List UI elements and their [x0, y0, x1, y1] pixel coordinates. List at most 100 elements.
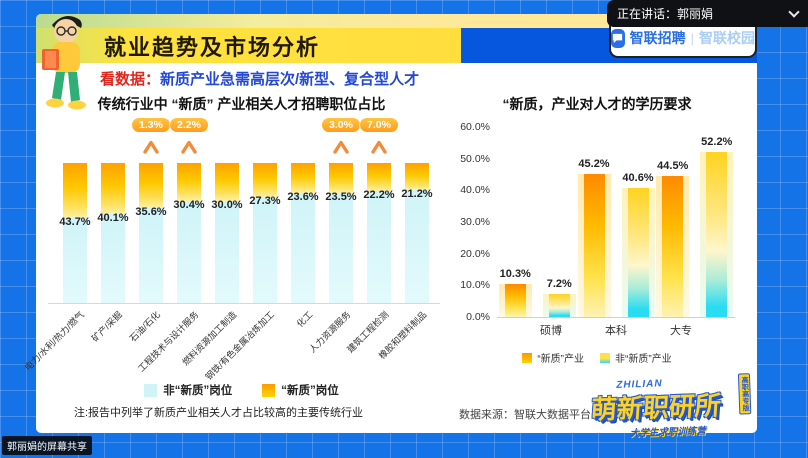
- legend-swatch-non-new: [600, 352, 610, 363]
- bar-group: 27.3% 钢铁/有色金属冶炼加工: [204, 118, 284, 382]
- stacked-bar: [101, 163, 125, 303]
- slide-top-strip: [36, 14, 757, 28]
- arrow-up-icon: [370, 139, 388, 154]
- right-chart: 0.0% 10.0% 20.0% 30.0% 40.0% 50.0% 60.0% 10.3% 7…: [460, 121, 735, 338]
- bar-value-label: 10.3%: [499, 268, 531, 281]
- bar-group: 23.6% 化工: [284, 118, 322, 329]
- bar-value-label: 44.5%: [657, 160, 689, 173]
- y-axis-tick: 60.0%: [460, 121, 490, 133]
- bar-value-label: 23.5%: [325, 190, 357, 203]
- category-label: 硕博: [540, 325, 562, 337]
- bar-segment-non-new-quality: [139, 207, 163, 303]
- arrow-up-icon: [142, 139, 160, 154]
- bar-value-label: 40.1%: [97, 211, 129, 224]
- bar-value-label: 43.7%: [59, 216, 91, 229]
- bar-new-quality: [583, 173, 605, 317]
- category-label: 化工: [294, 309, 315, 330]
- bar-group: 21.2% 橡胶和塑料制品: [377, 118, 436, 361]
- bar-halo: 52.2%: [700, 136, 734, 317]
- y-axis-tick: 0.0%: [466, 311, 490, 323]
- arrow-up-icon: [332, 139, 350, 154]
- bar-group: 43.7% 电力/水利/热力/燃气: [23, 118, 94, 373]
- key-insight-text: 新质产业急需高层次/新型、复合型人才: [160, 71, 420, 88]
- legend-item: 非“新质”产业: [600, 350, 672, 365]
- bar-value-label: 21.2%: [401, 187, 433, 200]
- bar-segment-non-new-quality: [215, 200, 239, 303]
- bar-segment-non-new-quality: [405, 189, 429, 303]
- bar-value-label: 30.0%: [211, 198, 243, 211]
- bar-segment-new-quality: [253, 163, 277, 198]
- bar-segment-new-quality: [101, 163, 125, 214]
- legend-label: “新质”产业: [537, 354, 584, 365]
- left-chart: 43.7% 电力/水利/热力/燃气 40.1% 矿产/采掘 1.3% 35.6% 石油/石化…: [23, 118, 440, 382]
- bar-value-label: 22.2%: [363, 188, 395, 201]
- legend-item: “新质”岗位: [262, 382, 339, 398]
- right-chart-title: “新质，产业对人才的学历要求: [502, 96, 692, 112]
- program-logo-title: 萌新职研所: [589, 390, 722, 425]
- left-chart-legend: 非“新质”岗位 “新质”岗位: [48, 382, 435, 398]
- program-logo-edition: 高职高专版: [737, 373, 752, 415]
- bar-halo: 44.5%: [656, 160, 690, 317]
- bar-halo: 10.3%: [498, 268, 532, 317]
- stacked-bar: [253, 163, 277, 303]
- slide-content: 看数据：新质产业急需高层次/新型、复合型人才 传统行业中 “新质” 产业相关人才…: [23, 63, 757, 439]
- right-chart-legend: “新质”产业 非“新质”产业: [445, 350, 749, 365]
- bar-value-label: 52.2%: [701, 135, 733, 148]
- bar-non-new-quality: [548, 294, 570, 317]
- stacked-bar: [329, 163, 353, 303]
- right-chart-panel: “新质，产业对人才的学历要求 0.0% 10.0% 20.0% 30.0% 40.0% 5…: [435, 90, 752, 439]
- y-axis-tick: 30.0%: [460, 216, 490, 228]
- bar-new-quality: [504, 284, 526, 317]
- bar-segment-non-new-quality: [291, 192, 315, 303]
- bar-non-new-quality: [706, 151, 728, 317]
- presentation-slide: 就业趋势及市场分析 智联招聘 | 智联校园 看数据：新质产业急需高层次: [23, 14, 757, 439]
- page-title: 就业趋势及市场分析: [104, 34, 321, 60]
- bar-value-label: 40.6%: [622, 172, 654, 185]
- category-label: 本科: [605, 325, 627, 337]
- stacked-bar: [177, 163, 201, 303]
- speech-bubble-icon: [611, 28, 625, 48]
- bar-groups: 10.3% 7.2% 45.2% 40.6% 44.5% 52.2%: [497, 128, 735, 317]
- program-logo-subtitle: 大学生求职训练营: [629, 425, 707, 440]
- bar-group: 44.5% 52.2%: [656, 136, 734, 317]
- y-axis-tick: 40.0%: [460, 184, 490, 197]
- annotation-bubble: 2.2%: [170, 118, 208, 132]
- y-axis-tick: 20.0%: [460, 247, 490, 260]
- bar-halo: 7.2%: [542, 278, 576, 317]
- legend-item: “新质”产业: [522, 350, 584, 365]
- speaking-indicator[interactable]: 正在讲话：郭丽娟: [607, 0, 808, 27]
- chevron-down-icon[interactable]: [788, 5, 800, 18]
- y-axis-tick: 50.0%: [460, 152, 490, 165]
- bar-value-label: 35.6%: [135, 205, 167, 218]
- legend-label: 非“新质”岗位: [163, 385, 233, 397]
- bar-segment-new-quality: [139, 163, 163, 208]
- footnote: 注:报告中列举了新质产业相关人才占比较高的主要传统行业: [74, 407, 364, 419]
- bar-group: 45.2% 40.6%: [577, 158, 655, 317]
- key-insight-prefix: 看数据：: [100, 71, 161, 88]
- annotation-bubble: 1.3%: [132, 118, 170, 132]
- legend-swatch-new: [522, 352, 533, 363]
- bar-segment-new-quality: [63, 163, 87, 219]
- left-chart-panel: 传统行业中 “新质” 产业相关人才招聘职位占比 43.7% 电力/水利/热力/燃气…: [23, 90, 440, 434]
- brand-divider: |: [690, 30, 694, 46]
- bar-group: 1.3% 35.6% 石油/石化: [128, 118, 170, 344]
- category-label: 大专: [670, 325, 692, 337]
- y-axis-tick: 10.0%: [460, 279, 490, 292]
- bar-segment-non-new-quality: [177, 201, 201, 303]
- annotation-bubble: 7.0%: [360, 118, 398, 132]
- bar-segment-new-quality: [215, 163, 239, 201]
- category-label: 钢铁/有色金属冶炼加工: [203, 309, 277, 382]
- bar-segment-non-new-quality: [253, 197, 277, 303]
- bar-group: 2.2% 30.4% 工程技术与设计服务: [136, 118, 208, 374]
- bar-value-label: 23.6%: [287, 190, 319, 203]
- bar-segment-new-quality: [177, 163, 201, 202]
- bar-value-label: 7.2%: [546, 278, 572, 291]
- slide-footer: 数据来源：智联大数据平台 ZHILIAN 萌新职研所 大学生求职训练营 高职高专…: [445, 373, 752, 439]
- bar-segment-new-quality: [405, 163, 429, 190]
- program-logo: ZHILIAN 萌新职研所 大学生求职训练营 高职高专版: [589, 373, 752, 439]
- stacked-bar: [367, 163, 391, 303]
- annotation-bubble: 3.0%: [322, 118, 360, 132]
- stacked-bar: [139, 163, 163, 303]
- brand-primary-label: 智联招聘: [629, 30, 686, 46]
- mascot-illustration: [28, 8, 102, 129]
